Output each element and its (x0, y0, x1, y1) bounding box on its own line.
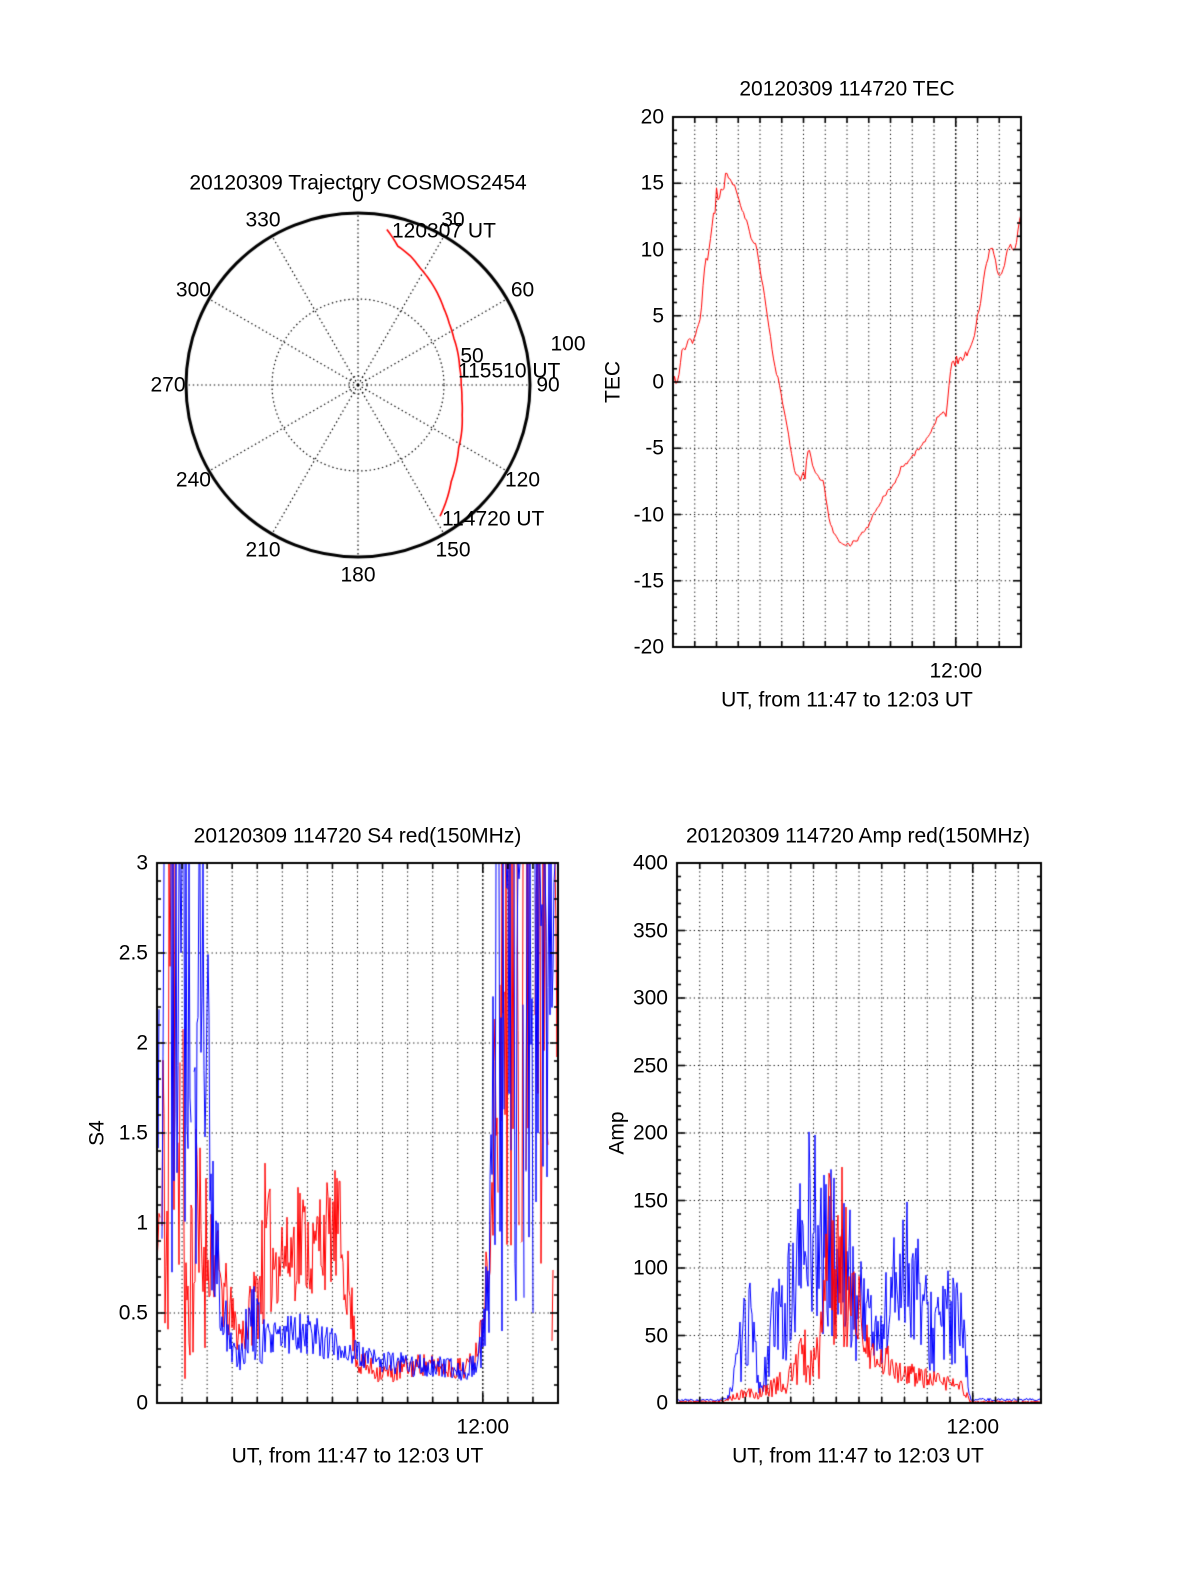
tec-ytick-label: 5 (652, 304, 664, 328)
trajectory-angle-label: 120 (505, 468, 541, 492)
trajectory-angle-label: 240 (175, 468, 211, 492)
tec-ytick-label: -10 (633, 503, 664, 526)
trajectory-angle-label: 90 (536, 373, 560, 397)
trajectory-time-annotation: 120307 UT (392, 219, 496, 243)
trajectory-angle-label: 210 (245, 538, 281, 562)
trajectory-angle-label: 0 (352, 183, 364, 207)
amp-ytick-label: 200 (632, 1121, 668, 1145)
trajectory-radial-label: 50 (460, 344, 484, 368)
amp-ytick-label: 400 (632, 851, 668, 875)
s4-x-axis-label: UT, from 11:47 to 12:03 UT (231, 1444, 484, 1468)
amp-ytick-label: 350 (632, 919, 668, 942)
s4-ytick-label: 2.5 (118, 941, 148, 965)
s4-ytick-label: 1 (136, 1211, 148, 1235)
amp-x-axis-label: UT, from 11:47 to 12:03 UT (732, 1444, 984, 1468)
s4-y-axis-label: S4 (85, 1120, 109, 1146)
amp-ytick-label: 150 (632, 1189, 668, 1212)
amp-plot-canvas (665, 851, 1053, 1415)
trajectory-angle-label: 150 (435, 538, 471, 562)
trajectory-angle-label: 330 (245, 208, 281, 232)
tec-xtick-label: 12:00 (929, 659, 983, 683)
tec-title: 20120309 114720 TEC (739, 77, 955, 101)
s4-ytick-label: 3 (136, 851, 148, 875)
s4-ytick-label: 0.5 (118, 1301, 148, 1325)
trajectory-angle-label: 30 (441, 208, 465, 232)
amp-ytick-label: 300 (632, 986, 668, 1010)
tec-ytick-label: -20 (633, 635, 664, 659)
trajectory-radial-label: 100 (550, 332, 586, 356)
trajectory-time-annotation: 115510 UT (458, 359, 561, 383)
trajectory-title: 20120309 Trajectory COSMOS2454 (189, 171, 527, 195)
s4-xtick-label: 12:00 (456, 1415, 510, 1439)
trajectory-angle-label: 180 (340, 563, 376, 587)
s4-ytick-label: 0 (136, 1391, 148, 1415)
trajectory-angle-label: 60 (510, 278, 535, 302)
tec-ytick-label: 10 (640, 238, 664, 261)
trajectory-time-annotation: 114720 UT (442, 507, 545, 531)
tec-ytick-label: 0 (652, 370, 664, 394)
amp-ytick-label: 100 (632, 1256, 668, 1280)
trajectory-plot-canvas (166, 193, 550, 577)
tec-y-axis-label: TEC (601, 361, 625, 403)
amp-ytick-label: 0 (656, 1391, 668, 1415)
amp-ytick-label: 250 (632, 1054, 668, 1077)
tec-ytick-label: -15 (633, 569, 664, 593)
s4-ytick-label: 2 (136, 1031, 148, 1055)
s4-ytick-label: 1.5 (118, 1121, 148, 1145)
amp-y-axis-label: Amp (605, 1111, 629, 1155)
tec-ytick-label: 20 (640, 105, 664, 129)
amp-xtick-label: 12:00 (946, 1415, 1000, 1439)
tec-plot-canvas (661, 105, 1033, 659)
tec-ytick-label: 15 (640, 171, 664, 195)
tec-x-axis-label: UT, from 11:47 to 12:03 UT (721, 688, 973, 712)
trajectory-angle-label: 270 (150, 373, 186, 397)
trajectory-angle-label: 300 (175, 278, 211, 302)
s4-title: 20120309 114720 S4 red(150MHz) (193, 824, 522, 848)
amp-ytick-label: 50 (644, 1324, 668, 1347)
amp-title: 20120309 114720 Amp red(150MHz) (685, 824, 1031, 848)
s4-plot-canvas (145, 851, 570, 1415)
tec-ytick-label: -5 (645, 436, 664, 460)
